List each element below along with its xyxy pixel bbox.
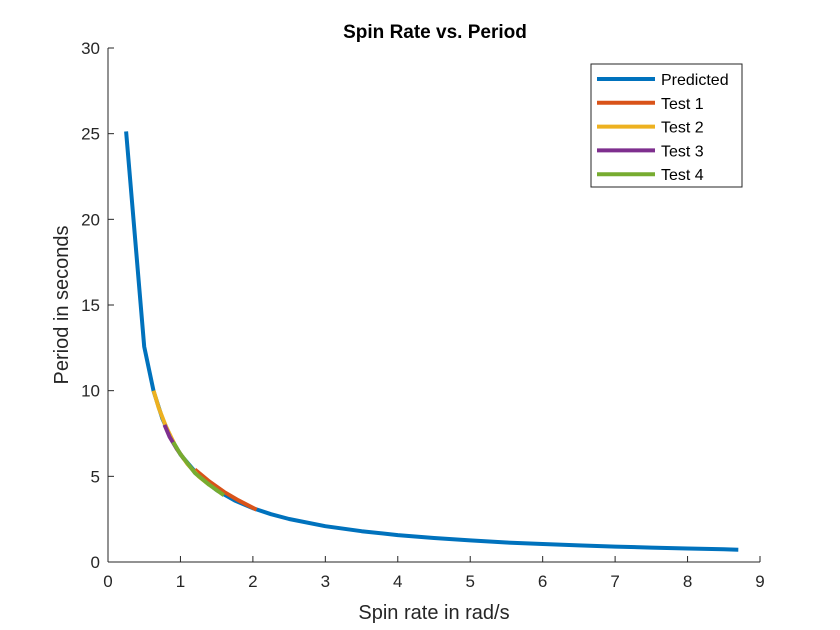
y-tick-label: 25	[81, 125, 100, 144]
x-tick-label: 4	[393, 572, 402, 591]
x-tick-label: 9	[755, 572, 764, 591]
y-tick-label: 5	[91, 467, 100, 486]
chart-title: Spin Rate vs. Period	[343, 22, 527, 43]
x-axis-label: Spin rate in rad/s	[358, 602, 509, 624]
y-tick-label: 10	[81, 382, 100, 401]
legend-label: Test 4	[661, 167, 704, 184]
y-axis-ticks: 0 5 10 15 20 25 30	[81, 39, 114, 572]
legend-items: Predicted Test 1 Test 2 Test 3 Test 4	[597, 72, 729, 184]
x-tick-label: 1	[176, 572, 185, 591]
y-tick-label: 30	[81, 39, 100, 58]
x-tick-label: 0	[103, 572, 112, 591]
x-tick-label: 8	[683, 572, 692, 591]
legend-label: Test 1	[661, 96, 704, 113]
y-tick-label: 15	[81, 296, 100, 315]
series-line-test-1	[193, 467, 258, 512]
legend: Predicted Test 1 Test 2 Test 3 Test 4	[590, 63, 743, 188]
x-tick-label: 5	[465, 572, 474, 591]
legend-label: Predicted	[661, 72, 729, 89]
x-tick-label: 6	[538, 572, 547, 591]
legend-label: Test 2	[661, 120, 704, 137]
x-axis-ticks: 0 1 2 3 4 5 6 7 8 9	[103, 556, 765, 591]
series-line-test-4	[171, 441, 226, 497]
series-layer	[124, 131, 739, 552]
y-tick-label: 20	[81, 210, 100, 229]
y-tick-label: 0	[91, 553, 100, 572]
legend-label: Test 3	[661, 143, 704, 160]
x-tick-label: 7	[610, 572, 619, 591]
x-tick-label: 2	[248, 572, 257, 591]
x-tick-label: 3	[321, 572, 330, 591]
y-axis-label: Period in seconds	[51, 226, 73, 385]
